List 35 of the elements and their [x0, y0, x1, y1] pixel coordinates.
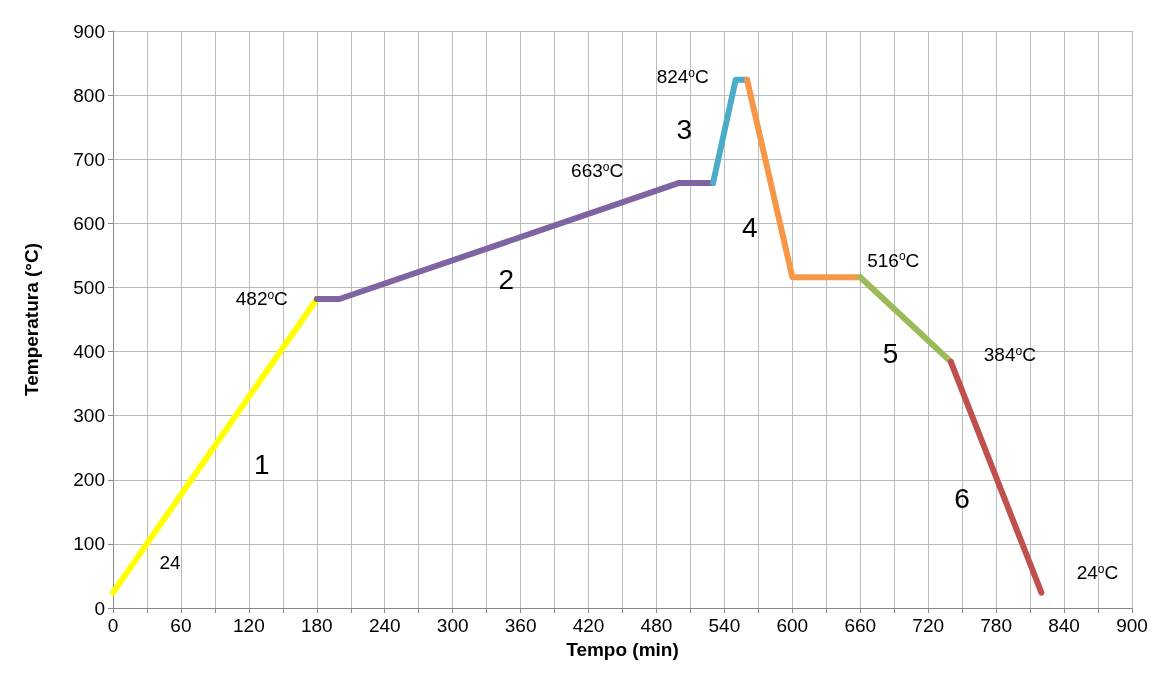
x-tick-label: 540 [708, 615, 741, 636]
y-tick-label: 600 [73, 212, 105, 234]
x-tick-label: 780 [980, 615, 1012, 636]
annotation: 1 [254, 449, 270, 481]
x-axis-title: Tempo (min) [566, 639, 679, 660]
y-tick-label: 200 [73, 469, 105, 491]
annotation: 24 [159, 552, 181, 574]
annotation: 4 [741, 211, 758, 243]
y-tick-label: 0 [94, 597, 105, 619]
x-tick-label: 420 [572, 615, 605, 636]
x-tick-label: 60 [170, 615, 192, 636]
y-tick-label: 500 [73, 276, 105, 298]
x-tick-label: 180 [300, 615, 333, 636]
y-axis-title: Temperatura (°C) [21, 243, 42, 396]
annotation: 3 [676, 113, 693, 145]
y-tick-label: 400 [73, 341, 105, 363]
x-tick-label: 300 [436, 615, 469, 636]
x-tick-label: 240 [368, 615, 401, 636]
y-tick-label: 300 [73, 405, 105, 427]
x-tick-label: 600 [776, 615, 809, 636]
x-tick-label: 660 [844, 615, 877, 636]
x-tick-label: 480 [640, 615, 673, 636]
x-tick-label: 360 [504, 615, 537, 636]
x-tick-label: 840 [1048, 615, 1080, 636]
x-tick-label: 120 [233, 615, 265, 636]
x-tick-label: 0 [107, 615, 119, 636]
y-tick-label: 100 [73, 533, 105, 555]
x-tick-label: 900 [1116, 615, 1148, 636]
annotation: 6 [954, 482, 970, 514]
annotation: 5 [882, 338, 899, 369]
y-tick-label: 700 [73, 148, 105, 170]
x-tick-label: 720 [912, 615, 945, 636]
annotation: 2 [498, 264, 515, 296]
y-tick-label: 800 [73, 84, 105, 106]
y-tick-label: 900 [73, 20, 105, 42]
